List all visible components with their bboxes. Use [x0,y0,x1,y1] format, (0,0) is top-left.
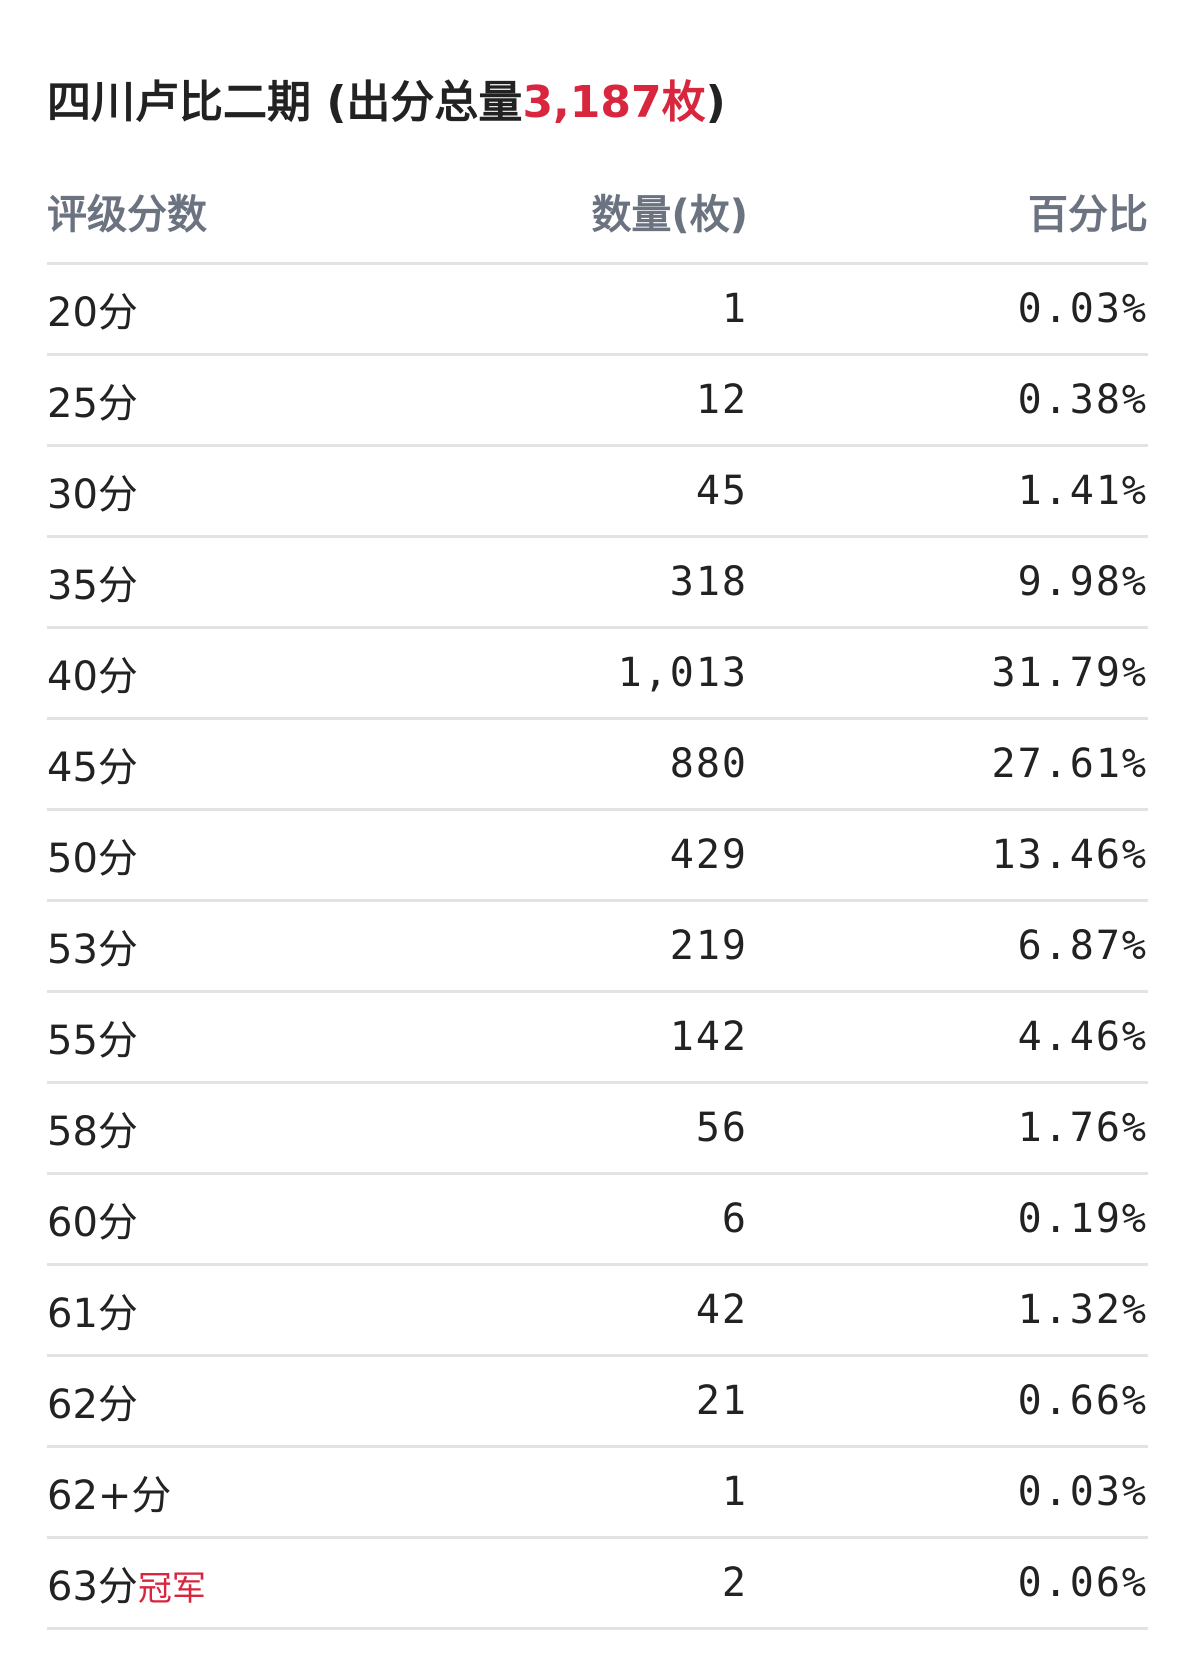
table-row: 50分 429 13.46% [47,809,1148,902]
count-cell: 12 [467,354,748,447]
score: 55分 [47,1018,138,1064]
title: 四川卢比二期 (出分总量3,187枚) [47,66,726,130]
count-cell: 1,013 [467,627,748,720]
table-body: 20分 1 0.03% 25分 12 0.38% 30分 45 1.41% 35分 318 9.98%… [47,263,1148,1630]
score-cell: 40分 [47,627,467,720]
table-row: 30分 45 1.41% [47,445,1148,538]
count-cell: 21 [467,1355,748,1448]
score: 30分 [47,472,138,518]
score: 45分 [47,745,138,791]
score-cell: 61分 [47,1264,467,1357]
percent-cell: 9.98% [748,536,1148,629]
score-cell: 35分 [47,536,467,629]
header-row: 评级分数 数量(枚) 百分比 [47,160,1148,265]
header-cell: 评级分数 [47,160,467,265]
table-row: 55分 142 4.46% [47,991,1148,1084]
score: 50分 [47,836,138,882]
percent-cell: 4.46% [748,991,1148,1084]
score-cell: 55分 [47,991,467,1084]
count-cell: 45 [467,445,748,538]
title-suffix: ) [705,77,726,128]
percent-cell: 0.03% [748,263,1148,356]
table-row: 53分 219 6.87% [47,900,1148,993]
percent-cell: 0.03% [748,1446,1148,1539]
table-row: 63分冠军 2 0.06% [47,1537,1148,1630]
score: 35分 [47,563,138,609]
percent-cell: 31.79% [748,627,1148,720]
percent-cell: 0.66% [748,1355,1148,1448]
score: 40分 [47,654,138,700]
table-row: 58分 56 1.76% [47,1082,1148,1175]
header-cell: 百分比 [748,160,1148,265]
score-cell: 62分 [47,1355,467,1448]
score: 63分 [47,1564,138,1610]
count-cell: 429 [467,809,748,902]
title-highlight: 3,187枚 [522,77,706,128]
percent-cell: 0.19% [748,1173,1148,1266]
score-cell: 30分 [47,445,467,538]
percent-cell: 6.87% [748,900,1148,993]
table-row: 20分 1 0.03% [47,263,1148,356]
count-cell: 142 [467,991,748,1084]
score-cell: 45分 [47,718,467,811]
percent-cell: 0.38% [748,354,1148,447]
score: 62+分 [47,1473,172,1519]
score: 58分 [47,1109,138,1155]
score-cell: 60分 [47,1173,467,1266]
score: 62分 [47,1382,138,1428]
score-cell: 53分 [47,900,467,993]
table-row: 25分 12 0.38% [47,354,1148,447]
score: 20分 [47,290,138,336]
header-cell: 数量(枚) [467,160,748,265]
table-row: 35分 318 9.98% [47,536,1148,629]
score-cell: 25分 [47,354,467,447]
count-cell: 2 [467,1537,748,1630]
table-row: 40分 1,013 31.79% [47,627,1148,720]
score: 61分 [47,1291,138,1337]
percent-cell: 0.06% [748,1537,1148,1630]
count-cell: 1 [467,263,748,356]
table-row: 60分 6 0.19% [47,1173,1148,1266]
count-cell: 42 [467,1264,748,1357]
score-table: 评级分数 数量(枚) 百分比 20分 1 0.03% 25分 12 0.38% 30分 45 1… [47,160,1148,1630]
score-cell: 58分 [47,1082,467,1175]
score-cell: 20分 [47,263,467,356]
count-cell: 219 [467,900,748,993]
table-row: 45分 880 27.61% [47,718,1148,811]
tag: 冠军 [137,1569,206,1609]
count-cell: 880 [467,718,748,811]
score: 53分 [47,927,138,973]
score-cell: 63分冠军 [47,1537,467,1630]
score: 60分 [47,1200,138,1246]
table-row: 62+分 1 0.03% [47,1446,1148,1539]
score-cell: 62+分 [47,1446,467,1539]
table-row: 62分 21 0.66% [47,1355,1148,1448]
percent-cell: 1.41% [748,445,1148,538]
percent-cell: 13.46% [748,809,1148,902]
percent-cell: 1.76% [748,1082,1148,1175]
count-cell: 1 [467,1446,748,1539]
score-cell: 50分 [47,809,467,902]
count-cell: 56 [467,1082,748,1175]
score: 25分 [47,381,138,427]
title-prefix: 四川卢比二期 (出分总量 [47,77,523,128]
percent-cell: 27.61% [748,718,1148,811]
table-row: 61分 42 1.32% [47,1264,1148,1357]
percent-cell: 1.32% [748,1264,1148,1357]
count-cell: 318 [467,536,748,629]
count-cell: 6 [467,1173,748,1266]
